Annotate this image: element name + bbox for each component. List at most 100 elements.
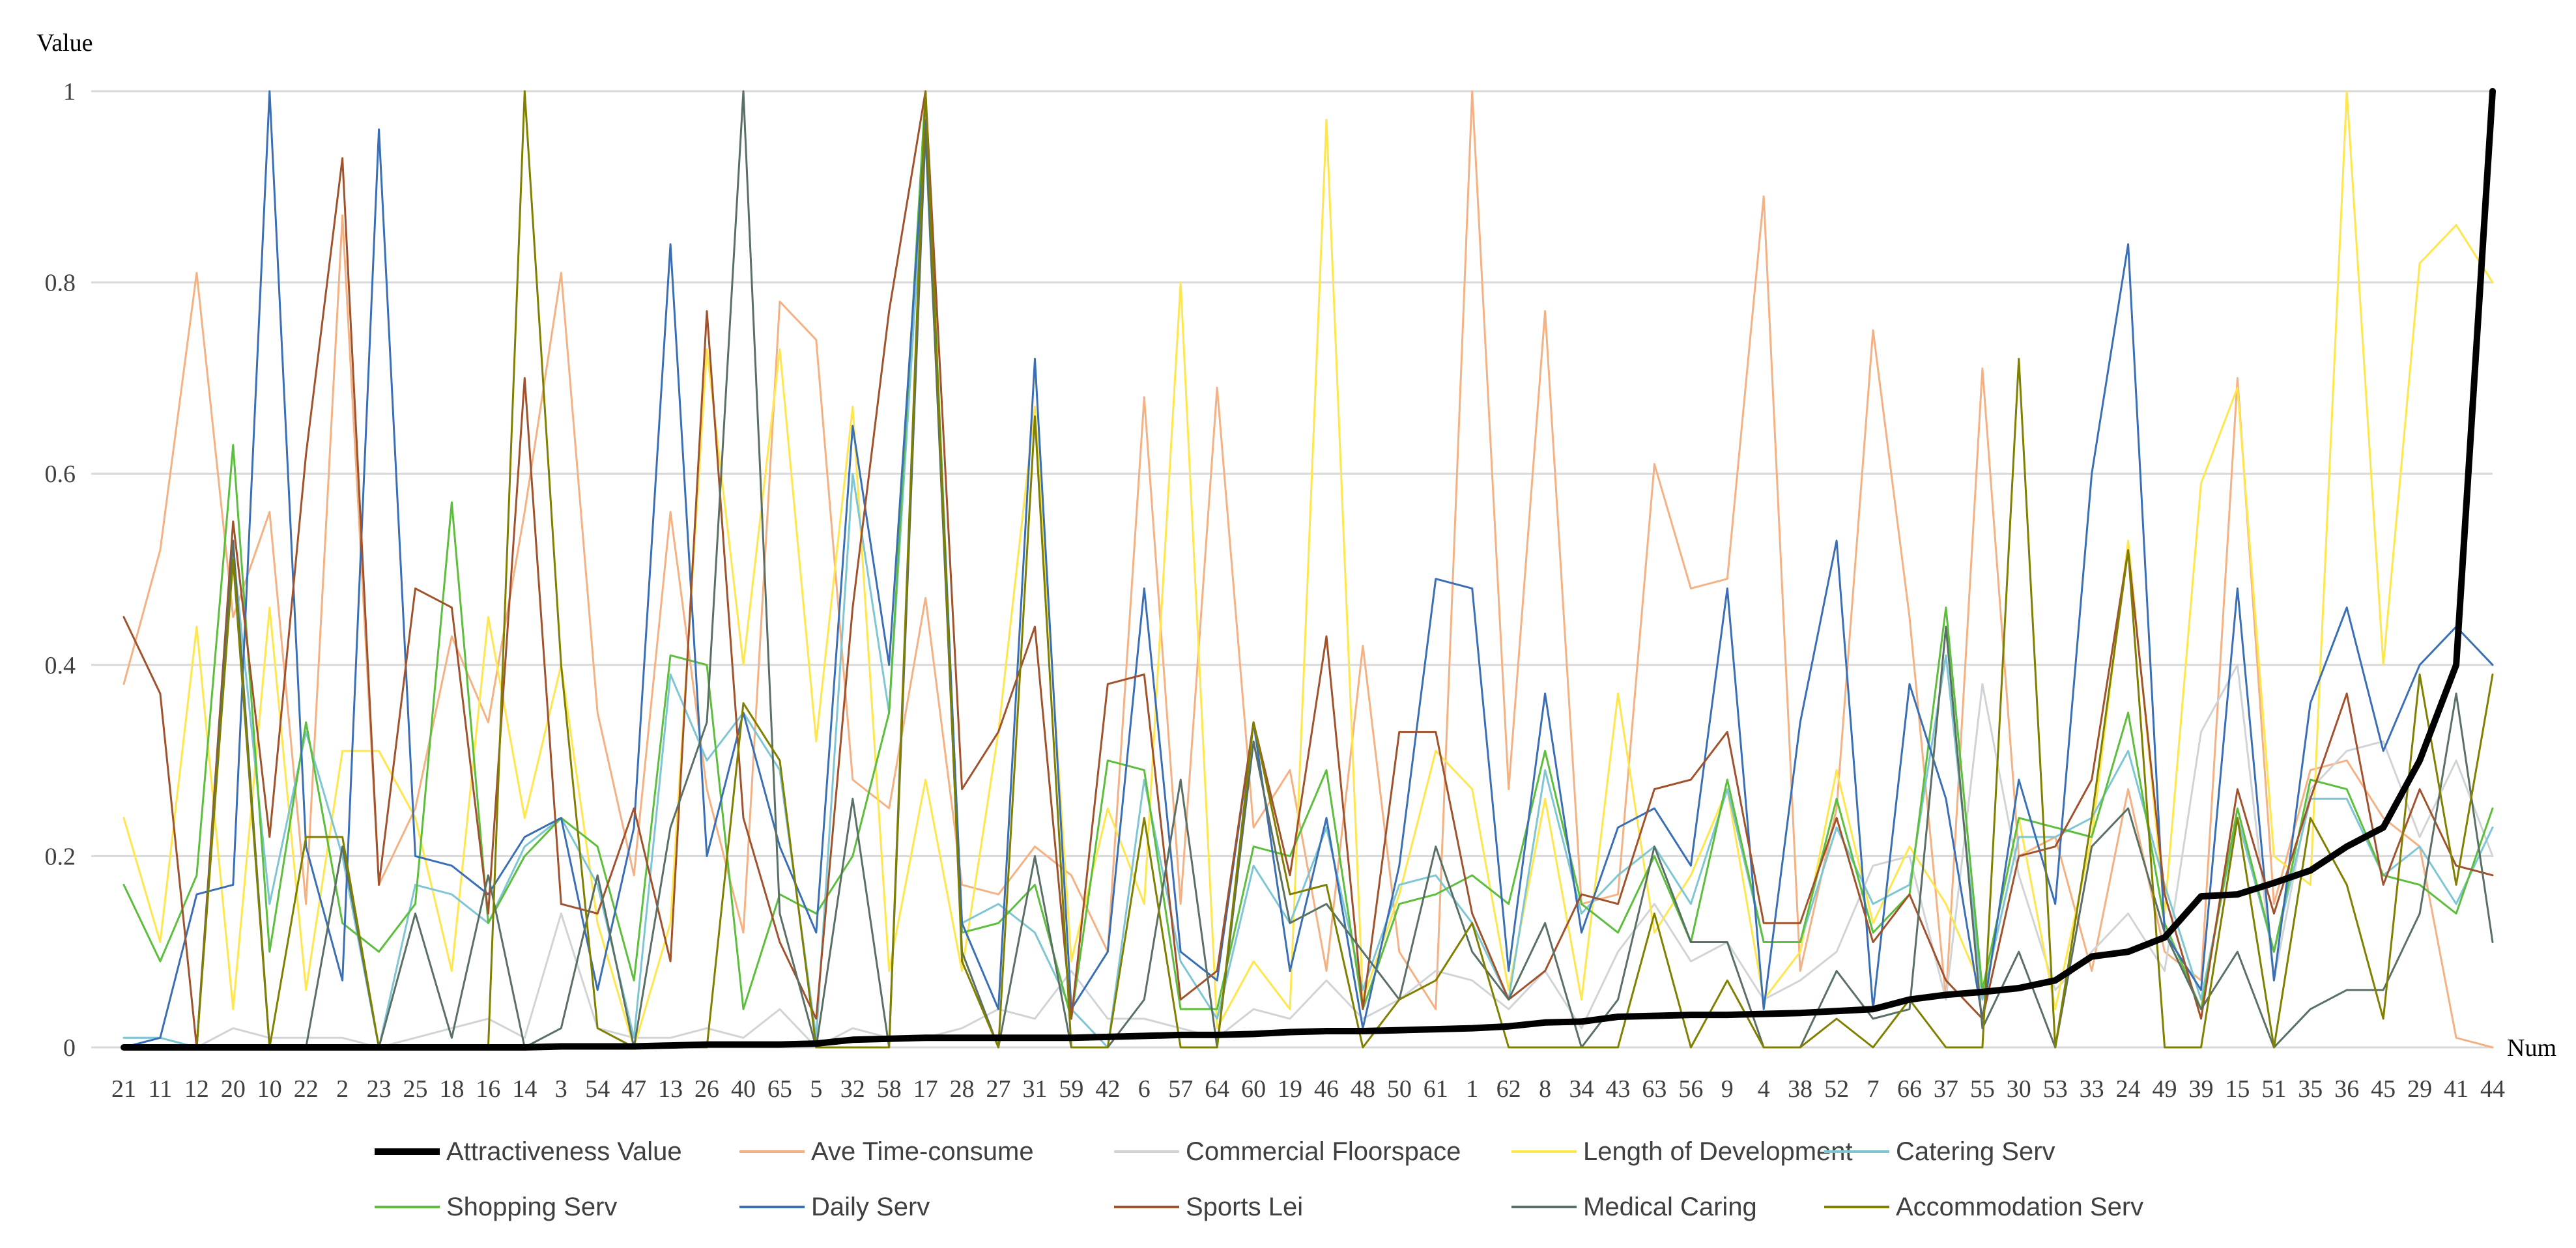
x-tick-label: 55 bbox=[1970, 1075, 1995, 1103]
x-tick-label: 58 bbox=[877, 1075, 902, 1103]
y-tick-label: 0.4 bbox=[45, 652, 76, 679]
x-tick-label: 56 bbox=[1678, 1075, 1703, 1103]
x-tick-label: 15 bbox=[2225, 1075, 2250, 1103]
x-tick-label: 42 bbox=[1095, 1075, 1120, 1103]
x-tick-label: 34 bbox=[1569, 1075, 1594, 1103]
series-line bbox=[122, 90, 2494, 1049]
x-tick-label: 60 bbox=[1241, 1075, 1266, 1103]
legend-item-label: Length of Development bbox=[1583, 1137, 1853, 1166]
x-tick-label: 50 bbox=[1387, 1075, 1412, 1103]
legend-item-label: Catering Serv bbox=[1896, 1137, 2055, 1166]
x-tick-label: 40 bbox=[731, 1075, 756, 1103]
x-tick-label: 49 bbox=[2153, 1075, 2177, 1103]
series-line bbox=[122, 90, 2494, 1049]
x-tick-label: 47 bbox=[622, 1075, 646, 1103]
x-tick-label: 14 bbox=[512, 1075, 537, 1103]
x-tick-label: 39 bbox=[2188, 1075, 2213, 1103]
x-tick-label: 45 bbox=[2371, 1075, 2396, 1103]
x-tick-label: 59 bbox=[1059, 1075, 1083, 1103]
x-tick-label: 19 bbox=[1278, 1075, 1302, 1103]
x-tick-label: 30 bbox=[2007, 1075, 2031, 1103]
x-tick-label: 25 bbox=[403, 1075, 428, 1103]
series-line bbox=[122, 137, 2494, 1049]
x-tick-label: 41 bbox=[2444, 1075, 2469, 1103]
x-tick-label: 1 bbox=[1466, 1075, 1478, 1103]
x-tick-label: 65 bbox=[767, 1075, 792, 1103]
x-tick-label: 7 bbox=[1867, 1075, 1880, 1103]
y-tick-label: 0.6 bbox=[45, 461, 76, 488]
series-line bbox=[121, 88, 2496, 1051]
x-tick-label: 21 bbox=[111, 1075, 136, 1103]
x-tick-label: 2 bbox=[336, 1075, 349, 1103]
x-tick-label: 4 bbox=[1758, 1075, 1770, 1103]
x-tick-label: 66 bbox=[1897, 1075, 1922, 1103]
x-tick-label: 36 bbox=[2334, 1075, 2359, 1103]
x-tick-label: 17 bbox=[913, 1075, 938, 1103]
legend-item-label: Commercial Floorspace bbox=[1186, 1137, 1461, 1166]
x-tick-label: 24 bbox=[2116, 1075, 2141, 1103]
x-tick-label: 37 bbox=[1934, 1075, 1958, 1103]
x-tick-label: 23 bbox=[367, 1075, 392, 1103]
x-tick-label: 57 bbox=[1168, 1075, 1193, 1103]
x-tick-label: 43 bbox=[1605, 1075, 1630, 1103]
x-tick-label: 44 bbox=[2480, 1075, 2505, 1103]
x-axis-ticks: 21 11 12 20 10 22 2 23 25 18 16 14 3 54 47 13 26 40 65 5 32 5… bbox=[111, 1075, 2505, 1103]
x-tick-label: 9 bbox=[1721, 1075, 1734, 1103]
legend-item-label: Accommodation Serv bbox=[1896, 1193, 2143, 1221]
x-tick-label: 62 bbox=[1496, 1075, 1521, 1103]
x-tick-label: 61 bbox=[1424, 1075, 1448, 1103]
series-line bbox=[122, 90, 2494, 1020]
y-axis-ticks: 0 0.2 0.4 0.6 0.8 1 bbox=[45, 78, 76, 1062]
legend-item-label: Ave Time-consume bbox=[811, 1137, 1034, 1166]
y-tick-label: 0.2 bbox=[45, 843, 76, 870]
x-tick-label: 35 bbox=[2298, 1075, 2323, 1103]
x-tick-label: 22 bbox=[294, 1075, 319, 1103]
series-line bbox=[122, 90, 2494, 1049]
x-tick-label: 27 bbox=[986, 1075, 1011, 1103]
x-tick-label: 38 bbox=[1788, 1075, 1812, 1103]
legend-item-label: Shopping Serv bbox=[446, 1193, 617, 1221]
x-tick-label: 26 bbox=[694, 1075, 719, 1103]
x-tick-label: 29 bbox=[2407, 1075, 2432, 1103]
legend-item-label: Daily Serv bbox=[811, 1193, 930, 1221]
x-tick-label: 63 bbox=[1642, 1075, 1667, 1103]
legend-item-label: Medical Caring bbox=[1583, 1193, 1757, 1221]
legend-item-label: Sports Lei bbox=[1186, 1193, 1303, 1221]
x-tick-label: 64 bbox=[1205, 1075, 1229, 1103]
x-tick-label: 31 bbox=[1022, 1075, 1047, 1103]
x-tick-label: 10 bbox=[257, 1075, 282, 1103]
gridlines bbox=[91, 90, 2493, 1049]
x-tick-label: 12 bbox=[184, 1075, 209, 1103]
y-tick-label: 0.8 bbox=[45, 270, 76, 297]
x-tick-label: 8 bbox=[1539, 1075, 1551, 1103]
x-tick-label: 54 bbox=[585, 1075, 610, 1103]
x-tick-label: 13 bbox=[658, 1075, 683, 1103]
y-tick-label: 0 bbox=[63, 1034, 76, 1062]
x-tick-label: 11 bbox=[149, 1075, 173, 1103]
series-lines bbox=[121, 88, 2496, 1051]
legend-item-label: Attractiveness Value bbox=[446, 1137, 682, 1166]
x-tick-label: 48 bbox=[1351, 1075, 1375, 1103]
series-line bbox=[122, 90, 2494, 1049]
x-tick-label: 46 bbox=[1314, 1075, 1339, 1103]
x-tick-label: 51 bbox=[2261, 1075, 2286, 1103]
x-tick-label: 20 bbox=[221, 1075, 246, 1103]
x-tick-label: 6 bbox=[1138, 1075, 1151, 1103]
x-tick-label: 5 bbox=[810, 1075, 822, 1103]
x-axis-title: Num bbox=[2507, 1034, 2556, 1062]
y-axis-title: Value bbox=[36, 29, 93, 57]
x-tick-label: 28 bbox=[950, 1075, 975, 1103]
series-line bbox=[122, 664, 2494, 1049]
x-tick-label: 53 bbox=[2043, 1075, 2068, 1103]
x-tick-label: 52 bbox=[1824, 1075, 1849, 1103]
x-tick-label: 3 bbox=[555, 1075, 567, 1103]
x-tick-label: 18 bbox=[439, 1075, 464, 1103]
x-tick-label: 32 bbox=[840, 1075, 865, 1103]
x-tick-label: 16 bbox=[476, 1075, 500, 1103]
series-line bbox=[122, 90, 2494, 1049]
y-tick-label: 1 bbox=[63, 78, 76, 106]
legend: Attractiveness Value Ave Time-consume Comm… bbox=[375, 1137, 2143, 1221]
x-tick-label: 33 bbox=[2080, 1075, 2104, 1103]
series-line bbox=[122, 90, 2494, 1049]
